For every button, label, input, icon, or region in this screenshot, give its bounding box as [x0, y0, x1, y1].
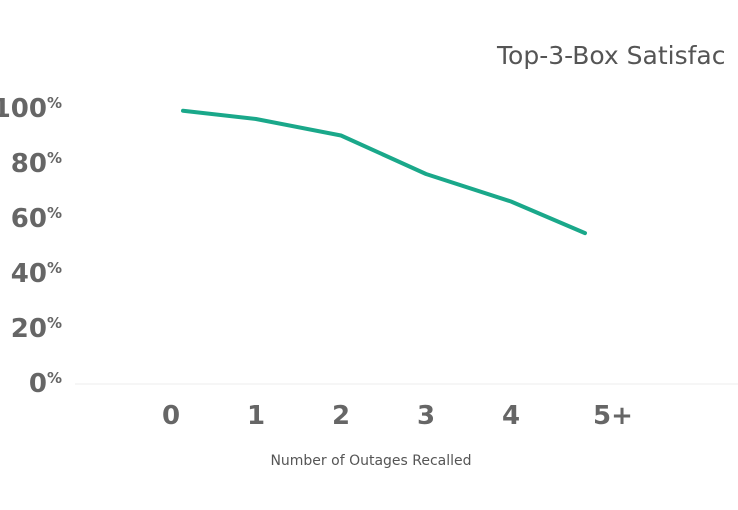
series-layer: [181, 108, 587, 236]
x-tick-label: 4: [502, 401, 520, 431]
y-tick-label: 0%: [29, 369, 62, 399]
x-tick-label: 3: [417, 401, 435, 431]
y-tick-label: 40%: [11, 259, 62, 289]
series-line: [181, 108, 587, 236]
y-tick-label: 20%: [11, 314, 62, 344]
y-tick-label: 100%: [0, 94, 62, 124]
y-tick-label: 80%: [11, 149, 62, 179]
x-tick-label: 5+: [593, 401, 633, 431]
chart-title: Top-3-Box Satisfac: [496, 41, 726, 70]
x-tick-label: 1: [247, 401, 265, 431]
x-tick-label: 0: [162, 401, 180, 431]
x-axis-label: Number of Outages Recalled: [270, 453, 471, 469]
x-tick-label: 2: [332, 401, 350, 431]
y-tick-labels: 0% 20% 40% 60% 80% 100%: [0, 94, 62, 399]
y-tick-label: 60%: [11, 204, 62, 234]
x-tick-labels: 0 1 2 3 4 5+: [162, 401, 633, 431]
